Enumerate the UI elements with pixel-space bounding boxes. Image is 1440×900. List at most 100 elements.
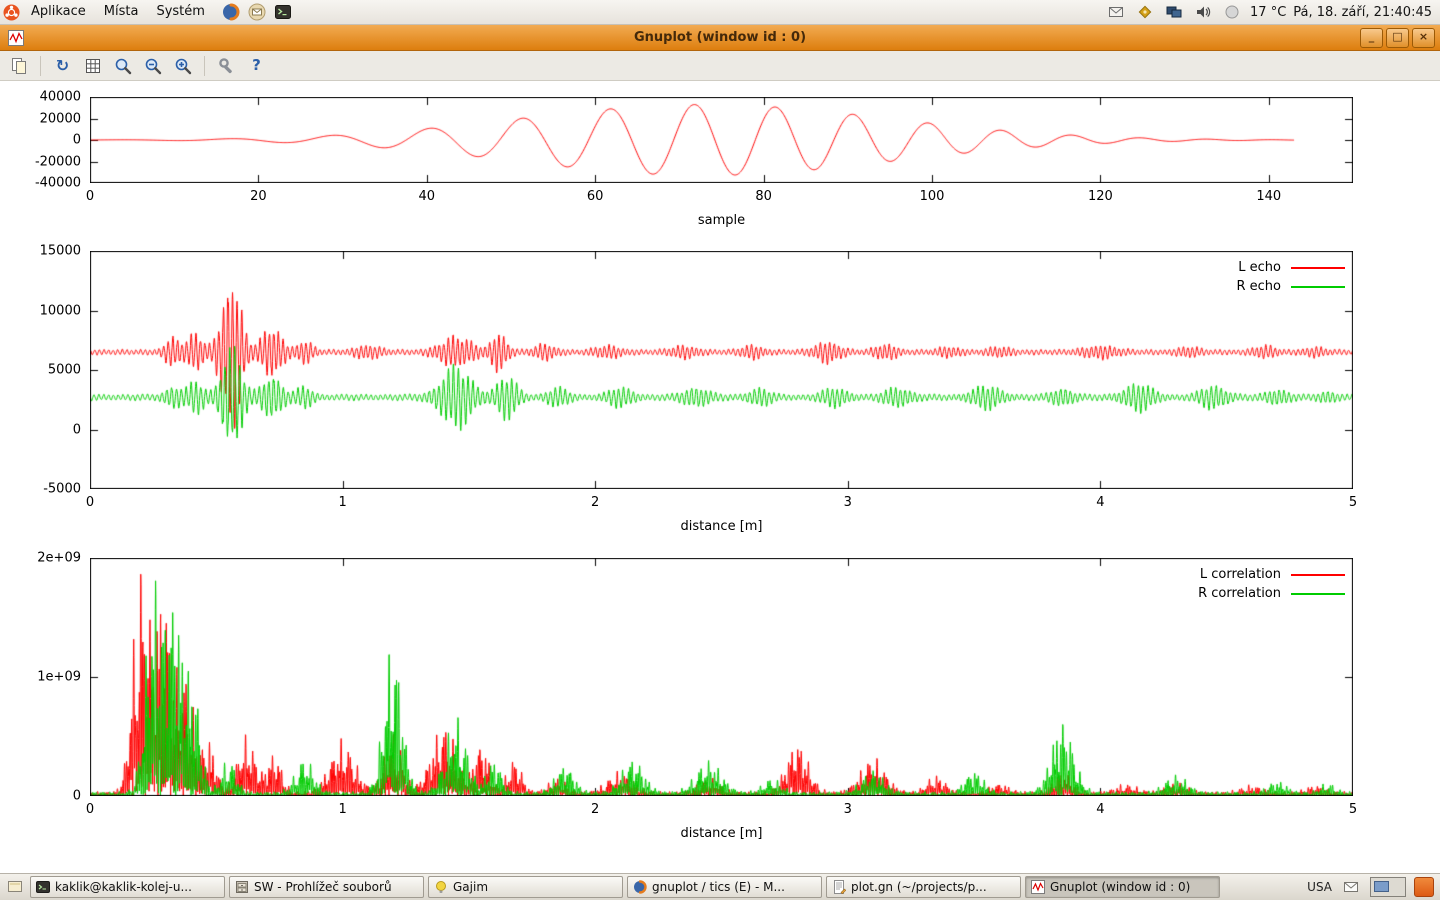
y-tick-label: 5000 — [47, 362, 81, 378]
taskbar-button-firefox[interactable]: gnuplot / tics (E) - M... — [627, 876, 822, 898]
taskbar-button-label: plot.gn (~/projects/p... — [851, 880, 987, 894]
gajim-icon — [434, 880, 448, 894]
firefox-icon — [633, 880, 647, 894]
x-tick-label: 2 — [591, 495, 600, 510]
legend-entry: R correlation — [1198, 586, 1345, 601]
ubuntu-logo-icon[interactable] — [0, 1, 22, 23]
menu-applications[interactable]: Aplikace — [31, 4, 86, 19]
keyboard-layout-indicator[interactable]: USA — [1307, 880, 1332, 894]
weather-applet-icon[interactable] — [1221, 1, 1243, 23]
legend-line-sample — [1291, 285, 1345, 288]
display-settings-icon[interactable] — [1163, 1, 1185, 23]
firefox-launcher-icon[interactable] — [220, 1, 242, 23]
update-manager-icon[interactable] — [1134, 1, 1156, 23]
trash-applet-icon[interactable] — [1414, 877, 1434, 897]
x-tick-label: 140 — [1256, 189, 1282, 204]
x-tick-label: 4 — [1096, 802, 1105, 817]
taskbar-button-gajim[interactable]: Gajim — [428, 876, 623, 898]
panel-launchers — [220, 1, 294, 23]
plot-canvas-2[interactable] — [90, 558, 1353, 796]
export-copy-button[interactable] — [6, 53, 31, 78]
y-tick-label: -5000 — [43, 481, 81, 497]
y-tick-label: 0 — [72, 788, 81, 804]
chart-correlation: distance [m] 0 1 2 3 4 5 0 1e+09 2e+09 L correlat… — [37, 551, 1357, 842]
zoom-out-button[interactable] — [140, 53, 165, 78]
legend-label: R correlation — [1198, 586, 1281, 601]
email-launcher-icon[interactable] — [246, 1, 268, 23]
taskbar-button-gnuplot[interactable]: Gnuplot (window id : 0) — [1025, 876, 1220, 898]
chart-chirp-signal: sample 0 20 40 60 80 100 120 140 -40000 -20000 0 20… — [35, 90, 1353, 228]
x-tick-label: 3 — [843, 802, 852, 817]
legend-line-sample — [1291, 592, 1345, 595]
terminal-launcher-icon[interactable] — [272, 1, 294, 23]
x-tick-label: 4 — [1096, 495, 1105, 510]
legend-label: L correlation — [1199, 567, 1281, 582]
x-tick-label: 5 — [1348, 495, 1358, 510]
help-button[interactable]: ? — [252, 56, 261, 74]
legend-entry: R echo — [1236, 279, 1345, 294]
mail-applet-icon[interactable] — [1340, 876, 1362, 898]
y-tick-label: 15000 — [39, 243, 81, 259]
y-tick-label: 1e+09 — [37, 669, 81, 685]
close-button[interactable]: × — [1412, 27, 1435, 48]
maximize-button[interactable]: □ — [1386, 27, 1409, 48]
x-tick-label: 1 — [338, 802, 347, 817]
text-editor-icon — [832, 880, 846, 894]
y-tick-label: 0 — [72, 422, 81, 437]
taskbar-button-text-editor[interactable]: plot.gn (~/projects/p... — [826, 876, 1021, 898]
x-tick-label: 0 — [85, 495, 95, 510]
x-tick-label: 5 — [1348, 802, 1358, 817]
legend-label: R echo — [1236, 279, 1281, 294]
taskbar-button-terminal[interactable]: kaklik@kaklik-kolej-u... — [30, 876, 225, 898]
x-tick-label: 3 — [843, 495, 852, 510]
terminal-icon — [36, 880, 50, 894]
zoom-button[interactable] — [110, 53, 135, 78]
x-tick-label: 0 — [85, 802, 95, 817]
taskbar-button-file-manager[interactable]: SW - Prohlížeč souborů — [229, 876, 424, 898]
zoom-in-button[interactable] — [170, 53, 195, 78]
y-tick-label: -40000 — [34, 175, 81, 191]
temperature-label[interactable]: 17 °C — [1250, 4, 1287, 20]
y-tick-label: 40000 — [39, 89, 81, 105]
plot-canvas-0[interactable] — [90, 97, 1353, 183]
taskbar-button-label: Gnuplot (window id : 0) — [1050, 880, 1191, 894]
minimize-button[interactable]: _ — [1360, 27, 1383, 48]
toolbar-separator — [204, 55, 205, 76]
y-tick-label: 20000 — [39, 111, 81, 126]
taskbar-button-label: Gajim — [453, 880, 489, 894]
taskbar-right: USA — [1307, 876, 1436, 898]
refresh-button[interactable]: ↻ — [55, 55, 70, 75]
window-titlebar[interactable]: Gnuplot (window id : 0) _ □ × — [0, 25, 1440, 51]
gnuplot-toolbar: ↻ ? — [0, 51, 1440, 81]
legend-entry: L echo — [1238, 260, 1345, 275]
workspace-window-thumbnail — [1374, 881, 1389, 892]
x-axis-label: sample — [697, 213, 746, 228]
taskbar: kaklik@kaklik-kolej-u... SW - Prohlížeč s… — [0, 873, 1440, 900]
menu-system[interactable]: Systém — [156, 4, 205, 19]
x-axis-label: distance [m] — [680, 826, 763, 841]
volume-icon[interactable] — [1192, 1, 1214, 23]
gnuplot-icon — [1031, 880, 1045, 894]
taskbar-button-label: kaklik@kaklik-kolej-u... — [55, 880, 192, 894]
y-tick-label: 10000 — [39, 303, 81, 318]
workspace-switcher[interactable] — [1370, 877, 1406, 897]
panel-menus: Aplikace Místa Systém — [22, 0, 214, 24]
plot-canvas-1[interactable] — [90, 251, 1353, 489]
x-tick-label: 0 — [85, 189, 95, 204]
menu-places[interactable]: Místa — [103, 4, 139, 19]
chart-echo: distance [m] 0 1 2 3 4 5 -5000 0 5000 10000 15000 L… — [40, 244, 1358, 535]
show-desktop-icon[interactable] — [4, 876, 26, 898]
x-tick-label: 60 — [586, 189, 604, 204]
settings-wrench-button[interactable] — [214, 53, 239, 78]
legend-line-sample — [1291, 573, 1345, 576]
grid-toggle-button[interactable] — [80, 53, 105, 78]
mail-notification-icon[interactable] — [1105, 1, 1127, 23]
legend: L correlation R correlation — [1198, 567, 1345, 601]
x-tick-label: 80 — [755, 189, 772, 204]
clock-label[interactable]: Pá, 18. září, 21:40:45 — [1293, 4, 1432, 20]
x-axis-label: distance [m] — [680, 519, 763, 534]
gnuplot-canvas-area: sample 0 20 40 60 80 100 120 140 -40000 -20000 0 20… — [0, 81, 1440, 874]
toolbar-separator — [40, 55, 41, 76]
window-controls: _ □ × — [1360, 27, 1435, 48]
